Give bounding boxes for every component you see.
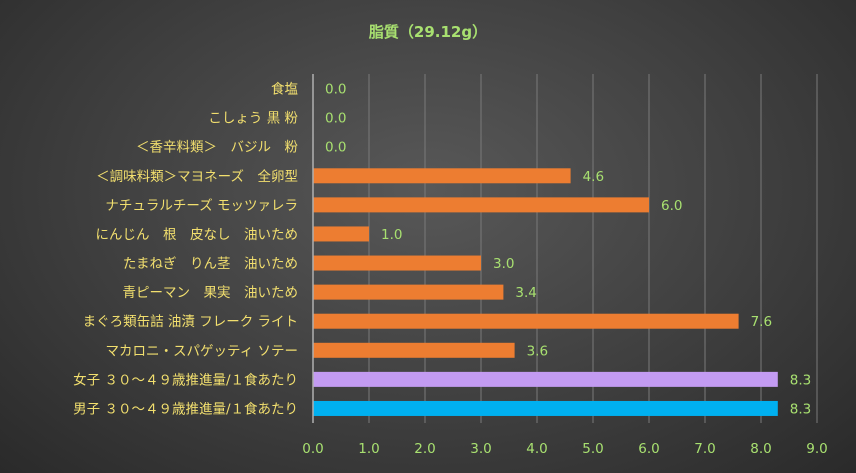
category-label: まぐろ類缶詰 油漬 フレーク ライト — [83, 314, 298, 330]
category-label: 青ピーマン 果実 油いため — [123, 285, 299, 301]
bar — [313, 226, 369, 242]
bar — [313, 313, 739, 329]
x-tick-label: 1.0 — [358, 441, 379, 457]
bar — [313, 342, 515, 358]
value-labels: 0.0 0.0 0.0 4.6 6.0 1.0 3.03.4 7.6 3.6 8.3 8.3 — [325, 82, 811, 418]
data-label: 6.0 — [661, 198, 682, 214]
x-tick-label: 0.0 — [302, 441, 323, 457]
data-label: 3.6 — [527, 343, 548, 359]
x-tick-label: 2.0 — [414, 441, 435, 457]
chart-title: 脂質（29.12g） — [369, 23, 487, 41]
x-tick-label: 7.0 — [694, 441, 715, 457]
category-label: こしょう 黒 粉 — [208, 111, 298, 127]
data-label: 4.6 — [583, 169, 604, 185]
bar — [313, 197, 649, 213]
bar — [313, 168, 571, 184]
x-tick-labels: 0.0 1.0 2.0 3.0 4.0 5.0 6.0 7.0 8.0 9.0 — [302, 441, 827, 457]
data-label: 8.3 — [790, 401, 811, 417]
data-label: 1.0 — [381, 227, 402, 243]
bar — [313, 255, 481, 271]
data-label: 3.0 — [493, 256, 514, 272]
bar — [313, 400, 778, 416]
data-label: 0.0 — [325, 111, 346, 127]
category-label: 男子 ３０～４９歳推進量/１食あたり — [73, 400, 298, 417]
x-tick-label: 8.0 — [750, 441, 771, 457]
category-label: たまねぎ りん茎 油いため — [123, 256, 298, 272]
data-label: 0.0 — [325, 82, 346, 98]
data-label: 3.4 — [515, 285, 536, 301]
category-label: 食塩 — [271, 81, 298, 98]
data-label: 8.3 — [790, 372, 811, 388]
bar — [313, 284, 504, 300]
data-label: 7.6 — [751, 314, 772, 330]
category-label: ＜調味料類＞マヨネーズ 全卵型 — [96, 168, 298, 185]
category-label: にんじん 根 皮なし 油いため — [96, 227, 299, 243]
category-label: ナチュラルチーズ モッツァレラ — [105, 198, 298, 214]
x-tick-label: 3.0 — [470, 441, 491, 457]
x-tick-label: 4.0 — [526, 441, 547, 457]
x-tick-label: 9.0 — [806, 441, 827, 457]
data-label: 0.0 — [325, 140, 346, 156]
x-tick-label: 5.0 — [582, 441, 603, 457]
bar — [313, 371, 778, 387]
bars — [313, 168, 778, 416]
category-label: マカロニ・スパゲッティ ソテー — [106, 343, 298, 359]
category-label: 女子 ３０～４９歳推進量/１食あたり — [73, 371, 298, 388]
x-tick-label: 6.0 — [638, 441, 659, 457]
category-label: ＜香辛料類＞ バジル 粉 — [136, 140, 298, 156]
grid-lines — [368, 74, 818, 423]
